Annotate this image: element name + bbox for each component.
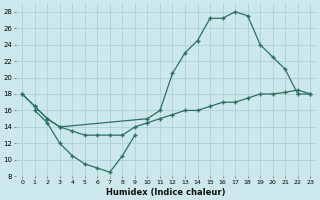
X-axis label: Humidex (Indice chaleur): Humidex (Indice chaleur): [107, 188, 226, 197]
